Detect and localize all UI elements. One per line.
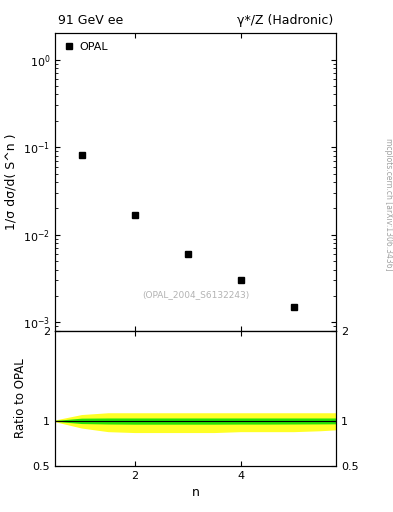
OPAL (238, 278, 243, 284)
OPAL (291, 304, 296, 310)
X-axis label: n: n (191, 486, 200, 499)
Text: mcplots.cern.ch [arXiv:1306.3436]: mcplots.cern.ch [arXiv:1306.3436] (384, 138, 393, 271)
Text: γ*/Z (Hadronic): γ*/Z (Hadronic) (237, 14, 333, 27)
Y-axis label: 1/σ dσ/d( S^n ): 1/σ dσ/d( S^n ) (5, 134, 18, 230)
Y-axis label: Ratio to OPAL: Ratio to OPAL (14, 358, 27, 438)
Legend: OPAL: OPAL (61, 39, 112, 55)
OPAL (79, 152, 84, 158)
Text: (OPAL_2004_S6132243): (OPAL_2004_S6132243) (142, 290, 249, 300)
OPAL (185, 251, 190, 257)
Text: 91 GeV ee: 91 GeV ee (58, 14, 123, 27)
OPAL (132, 211, 137, 218)
Line: OPAL: OPAL (79, 152, 296, 310)
